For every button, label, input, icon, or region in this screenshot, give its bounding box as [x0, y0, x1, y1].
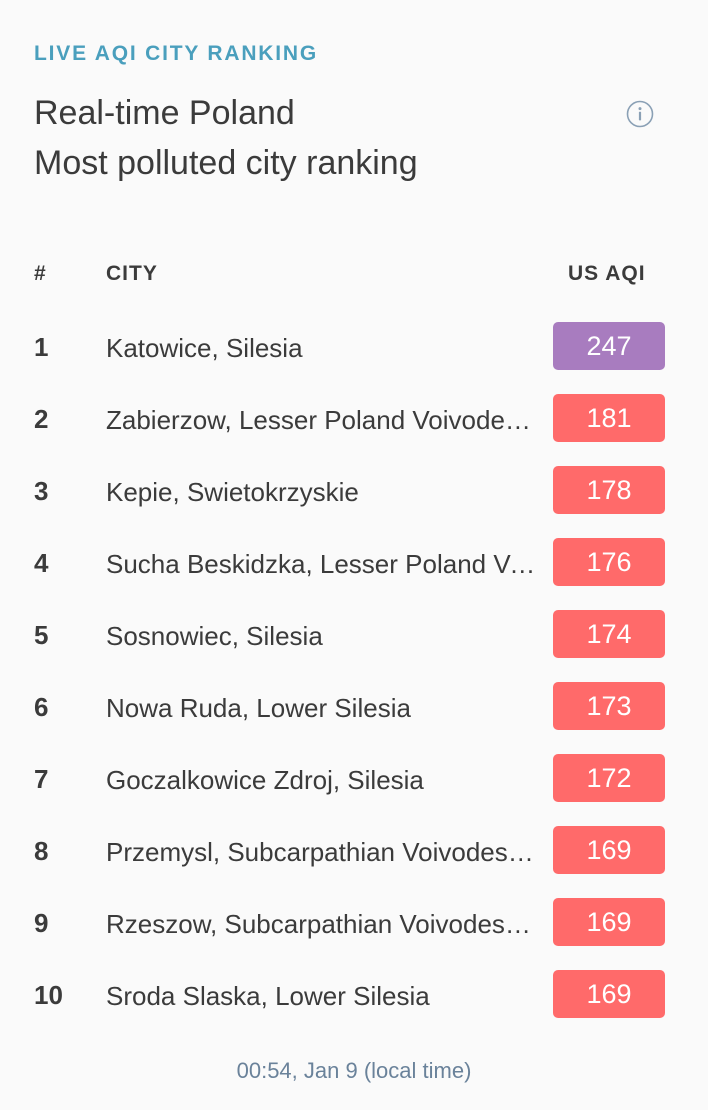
widget-title-line2: Most polluted city ranking	[34, 144, 418, 182]
city-name[interactable]: Rzeszow, Subcarpathian Voivodeship	[106, 909, 536, 939]
city-name[interactable]: Przemysl, Subcarpathian Voivodeship	[106, 837, 536, 867]
city-name[interactable]: Zabierzow, Lesser Poland Voivodeship	[106, 405, 536, 435]
rank-number: 4	[34, 548, 49, 578]
rank-number: 1	[34, 332, 49, 362]
ranking-row[interactable]: 7 Goczalkowice Zdroj, Silesia 172	[0, 744, 708, 816]
rank-number: 8	[34, 836, 49, 866]
column-header-city: CITY	[106, 262, 158, 285]
rank-number: 5	[34, 620, 49, 650]
ranking-row[interactable]: 1 Katowice, Silesia 247	[0, 312, 708, 384]
last-updated-timestamp: 00:54, Jan 9 (local time)	[236, 1058, 472, 1083]
ranking-row[interactable]: 5 Sosnowiec, Silesia 174	[0, 600, 708, 672]
city-name[interactable]: Sroda Slaska, Lower Silesia	[106, 981, 430, 1011]
ranking-row[interactable]: 6 Nowa Ruda, Lower Silesia 173	[0, 672, 708, 744]
widget-eyebrow: LIVE AQI CITY RANKING	[34, 42, 318, 65]
aqi-badge: 172	[553, 754, 665, 802]
ranking-row[interactable]: 8 Przemysl, Subcarpathian Voivodeship 169	[0, 816, 708, 888]
city-name[interactable]: Sosnowiec, Silesia	[106, 621, 323, 651]
city-name[interactable]: Goczalkowice Zdroj, Silesia	[106, 765, 424, 795]
aqi-badge: 178	[553, 466, 665, 514]
widget-title-line1: Real-time Poland	[34, 94, 295, 132]
column-header-aqi: US AQI	[568, 262, 646, 285]
rank-number: 7	[34, 764, 49, 794]
rank-number: 2	[34, 404, 49, 434]
aqi-badge: 174	[553, 610, 665, 658]
aqi-badge: 181	[553, 394, 665, 442]
rank-number: 9	[34, 908, 49, 938]
ranking-row[interactable]: 4 Sucha Beskidzka, Lesser Poland Voivodes…	[0, 528, 708, 600]
rank-number: 3	[34, 476, 49, 506]
aqi-badge: 169	[553, 898, 665, 946]
ranking-row[interactable]: 3 Kepie, Swietokrzyskie 178	[0, 456, 708, 528]
ranking-row[interactable]: 10 Sroda Slaska, Lower Silesia 169	[0, 960, 708, 1032]
ranking-list: 1 Katowice, Silesia 247 2 Zabierzow, Lesser …	[0, 312, 708, 1032]
rank-number: 6	[34, 692, 49, 722]
aqi-badge: 169	[553, 970, 665, 1018]
aqi-badge: 176	[553, 538, 665, 586]
city-name[interactable]: Nowa Ruda, Lower Silesia	[106, 693, 411, 723]
ranking-row[interactable]: 2 Zabierzow, Lesser Poland Voivodeship 181	[0, 384, 708, 456]
rank-number: 10	[34, 980, 63, 1010]
ranking-row[interactable]: 9 Rzeszow, Subcarpathian Voivodeship 169	[0, 888, 708, 960]
city-name[interactable]: Sucha Beskidzka, Lesser Poland Voivodesh…	[106, 549, 536, 579]
aqi-badge: 247	[553, 322, 665, 370]
city-name[interactable]: Katowice, Silesia	[106, 333, 303, 363]
column-header-rank: #	[34, 262, 47, 285]
city-name[interactable]: Kepie, Swietokrzyskie	[106, 477, 359, 507]
aqi-badge: 169	[553, 826, 665, 874]
aqi-badge: 173	[553, 682, 665, 730]
info-icon[interactable]	[626, 100, 654, 128]
